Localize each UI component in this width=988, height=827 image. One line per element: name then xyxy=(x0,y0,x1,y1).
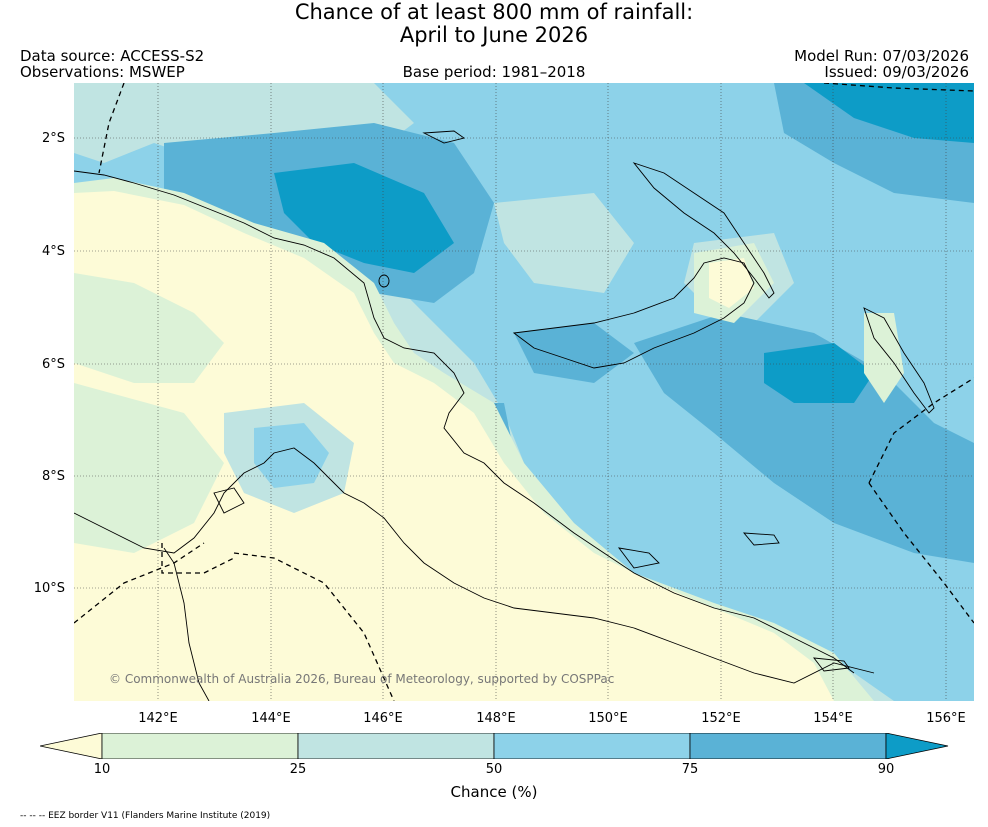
band-75-90-islands xyxy=(514,323,634,383)
band-75-90-east xyxy=(634,313,974,563)
latitude-label-6s: 6°S xyxy=(41,357,65,372)
eez-border-south-east xyxy=(868,482,974,624)
longitude-label-146e: 146°E xyxy=(363,711,403,726)
band-above-90-northeast xyxy=(804,83,974,143)
eez-border-west xyxy=(74,542,205,624)
latitude-label-2s: 2°S xyxy=(41,131,65,146)
coastline-karkar xyxy=(378,274,390,288)
colorbar-segment-10-25 xyxy=(101,733,299,759)
band-below-10-newbritain xyxy=(709,258,754,308)
coastline-new-guinea-north xyxy=(74,170,855,674)
colorbar-tick-90: 90 xyxy=(877,762,895,777)
coastline-new-britain xyxy=(512,257,755,369)
longitude-label-156e: 156°E xyxy=(926,711,966,726)
longitude-label-144e: 144°E xyxy=(251,711,291,726)
eez-border-note: -- -- -- EEZ border V11 (Flanders Marine… xyxy=(20,811,271,821)
band-above-90-east xyxy=(764,343,874,403)
coastline-torres-strait xyxy=(213,487,245,514)
band-50-75-fly-basin xyxy=(254,423,329,488)
eez-border-east xyxy=(868,377,974,484)
longitude-label-152e: 152°E xyxy=(701,711,741,726)
coastline-manus xyxy=(422,130,466,144)
chart-title-line2: April to June 2026 xyxy=(399,23,589,47)
band-10-25-south xyxy=(74,383,224,553)
latitude-label-4s: 4°S xyxy=(41,244,65,259)
observations-label: Observations: MSWEP xyxy=(20,63,185,81)
issued-label: Issued: 09/03/2026 xyxy=(824,63,969,81)
longitude-label-154e: 154°E xyxy=(813,711,853,726)
rainfall-probability-map: © Commonwealth of Australia 2026, Bureau… xyxy=(74,83,974,701)
latitude-label-10s: 10°S xyxy=(33,581,65,596)
coastlines xyxy=(74,130,935,701)
model-run-label: Model Run: 07/03/2026 xyxy=(794,47,969,65)
chart-title-line1: Chance of at least 800 mm of rainfall: xyxy=(294,0,694,24)
colorbar-tick-25: 25 xyxy=(289,762,307,777)
band-10-25-western xyxy=(74,273,224,383)
coastline-new-guinea-south xyxy=(74,447,875,684)
longitude-label-150e: 150°E xyxy=(588,711,628,726)
coastline-louisiade xyxy=(813,657,850,672)
colorbar-segment-50-75 xyxy=(493,733,691,759)
eez-borders xyxy=(74,83,974,701)
coastline-woodlark xyxy=(742,532,780,546)
colorbar-label: Chance (%) xyxy=(450,783,538,801)
latitude-label-8s: 8°S xyxy=(41,469,65,484)
colorbar-tick-10: 10 xyxy=(93,762,111,777)
coastline-new-ireland xyxy=(632,162,775,299)
colorbar-tick-50: 50 xyxy=(485,762,503,777)
data-source-label: Data source: ACCESS-S2 xyxy=(20,47,205,65)
eez-border-north-west xyxy=(98,83,125,174)
colorbar-segment-below-10 xyxy=(40,733,103,759)
chance-colorbar xyxy=(40,733,949,759)
colorbar-segment-25-50 xyxy=(297,733,495,759)
longitude-label-142e: 142°E xyxy=(138,711,178,726)
colorbar-segment-75-90 xyxy=(689,733,887,759)
map-gridlines xyxy=(74,83,974,701)
colorbar-tick-75: 75 xyxy=(681,762,699,777)
coastline-cape-york xyxy=(163,547,210,701)
band-above-90-north xyxy=(274,163,454,273)
base-period-label: Base period: 1981–2018 xyxy=(402,63,586,81)
colorbar-segment-above-90 xyxy=(885,733,949,759)
coastline-bougainville xyxy=(863,307,935,414)
copyright-notice: © Commonwealth of Australia 2026, Bureau… xyxy=(109,672,614,686)
band-below-10-land xyxy=(74,191,834,701)
coastline-dentrecasteaux xyxy=(617,547,660,569)
longitude-label-148e: 148°E xyxy=(476,711,516,726)
band-25-50-central xyxy=(494,193,634,293)
